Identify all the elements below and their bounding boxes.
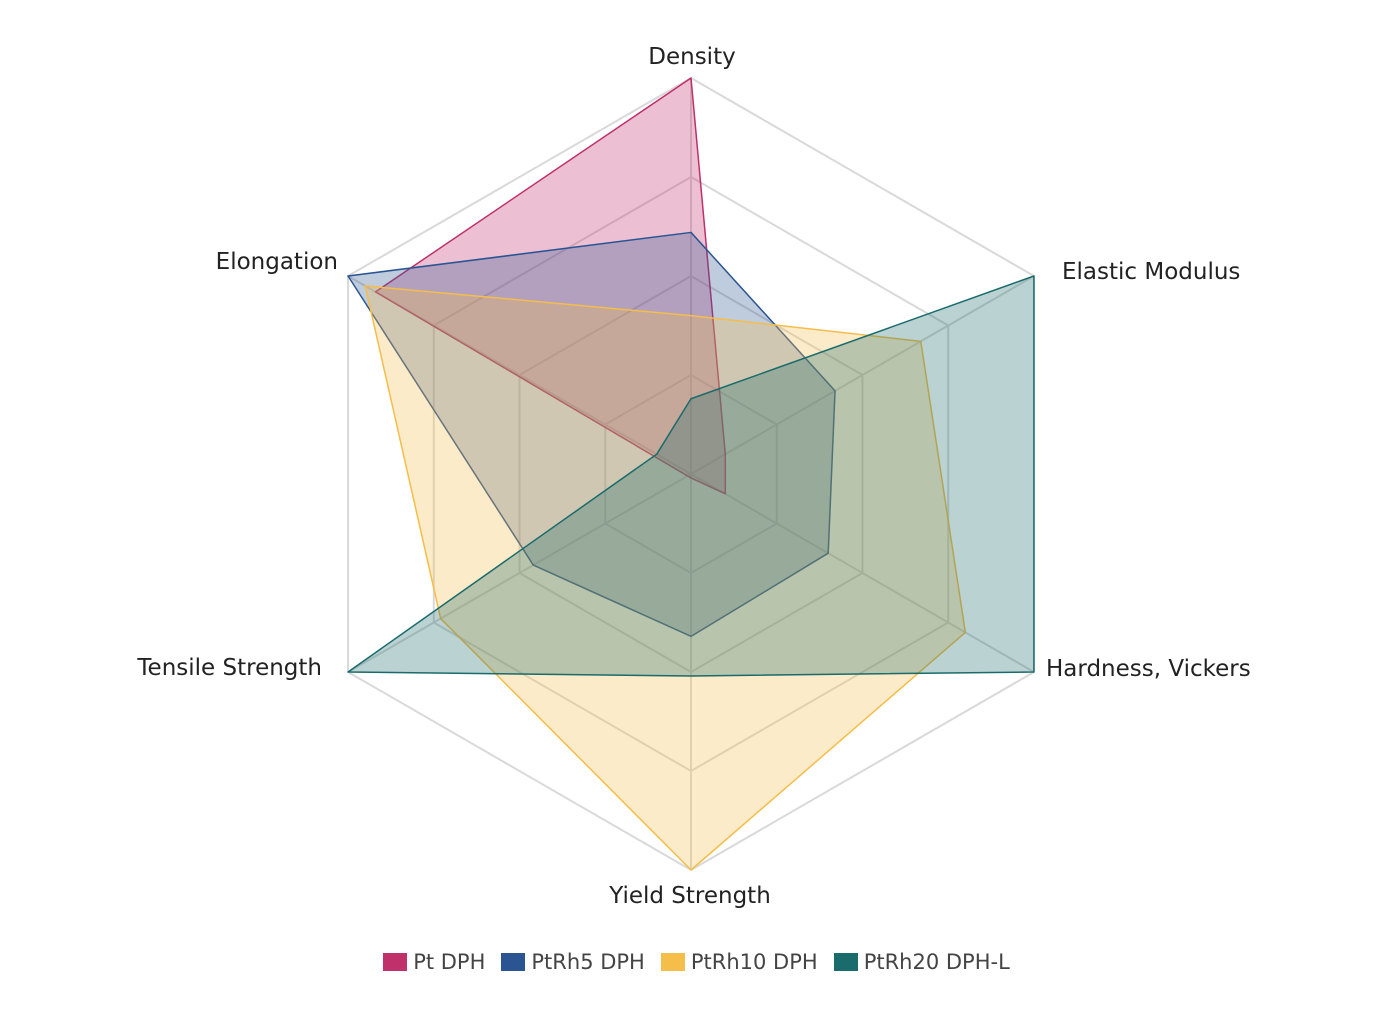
legend-label: PtRh20 DPH-L (863, 950, 1010, 974)
legend-item-ptrh5-dph[interactable]: PtRh5 DPH (501, 950, 645, 974)
legend-swatch (383, 953, 408, 971)
legend-swatch (833, 953, 858, 971)
legend-swatch (660, 953, 685, 971)
radar-series (347, 77, 1035, 871)
legend-item-ptrh10-dph[interactable]: PtRh10 DPH (660, 950, 818, 974)
axis-label-density: Density (648, 44, 735, 70)
axis-label-elongation: Elongation (216, 249, 338, 275)
grid-spoke (690, 275, 1035, 475)
grid-spoke (347, 473, 692, 673)
legend-swatch (501, 953, 526, 971)
legend-label: Pt DPH (413, 950, 486, 974)
legend-label: PtRh10 DPH (690, 950, 818, 974)
axis-label-tensile-strength: Tensile Strength (136, 655, 322, 681)
grid-spoke (690, 473, 1035, 673)
legend-item-ptrh20-dph-l[interactable]: PtRh20 DPH-L (833, 950, 1010, 974)
legend-item-pt-dph[interactable]: Pt DPH (383, 950, 485, 974)
series-area-ptrh5-dph (347, 231, 836, 638)
series-area-ptrh20-dph-l (347, 275, 1035, 677)
legend-label: PtRh5 DPH (531, 950, 645, 974)
series-area-ptrh10-dph (364, 285, 967, 871)
axis-label-elastic-modulus: Elastic Modulus (1062, 259, 1240, 285)
axis-label-hardness-vickers: Hardness, Vickers (1046, 656, 1251, 682)
axis-label-yield-strength: Yield Strength (608, 883, 771, 909)
axis-labels: Density Elastic Modulus Hardness, Vicker… (136, 44, 1250, 909)
series-area-pt-dph (374, 77, 727, 495)
legend: Pt DPH PtRh5 DPH PtRh10 DPH PtRh20 DPH-L (0, 950, 1393, 974)
